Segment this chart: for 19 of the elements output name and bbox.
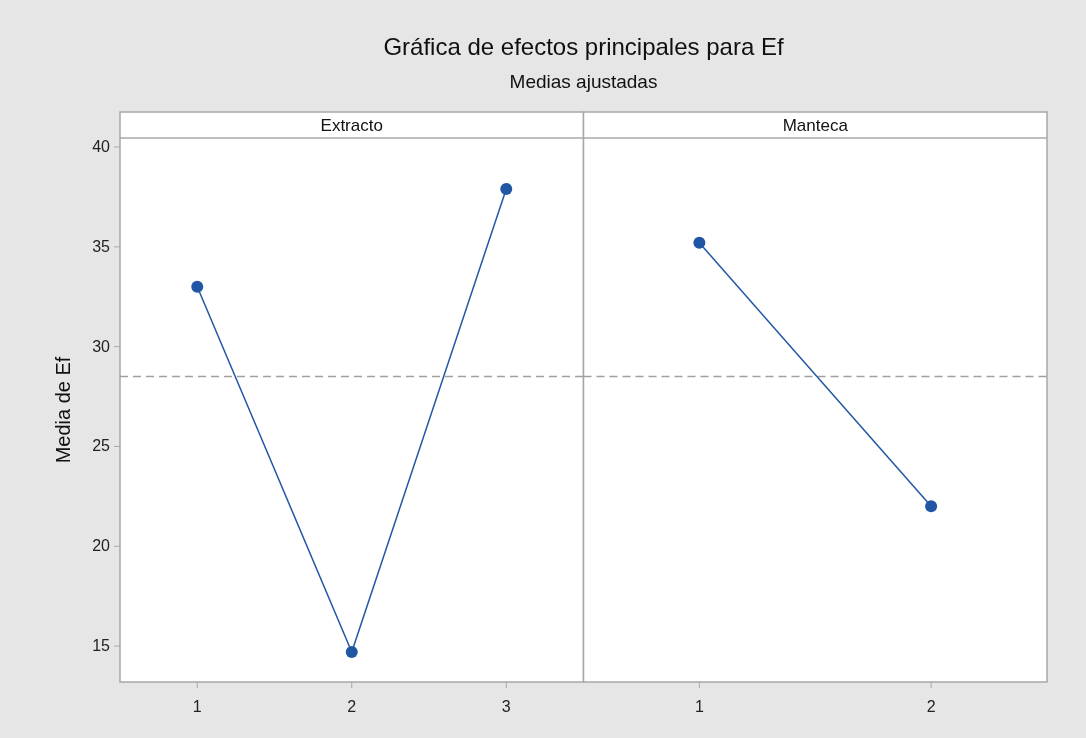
- x-axis-title: Extracto: [320, 116, 383, 135]
- x-tick-label: 1: [694, 698, 704, 715]
- chart-subtitle: Medias ajustadas: [509, 71, 658, 92]
- x-tick-label: 3: [501, 698, 511, 715]
- y-tick-label: 30: [92, 337, 111, 355]
- point: [500, 182, 513, 195]
- point: [191, 280, 204, 293]
- x-axis-title: Manteca: [782, 116, 849, 135]
- y-tick-label: 35: [92, 237, 111, 255]
- x-tick-label: 2: [926, 698, 936, 715]
- y-tick-label: 40: [92, 137, 111, 155]
- x-tick-label: 1: [192, 698, 202, 715]
- y-axis-title: Media de Ef: [52, 356, 74, 464]
- y-tick-label: 20: [92, 537, 111, 555]
- x-tick-label: 2: [347, 698, 357, 715]
- chart-title: Gráfica de efectos principales para Ef: [383, 33, 784, 60]
- y-tick-label: 15: [92, 637, 111, 655]
- y-tick-label: 25: [92, 437, 111, 455]
- point: [345, 646, 358, 659]
